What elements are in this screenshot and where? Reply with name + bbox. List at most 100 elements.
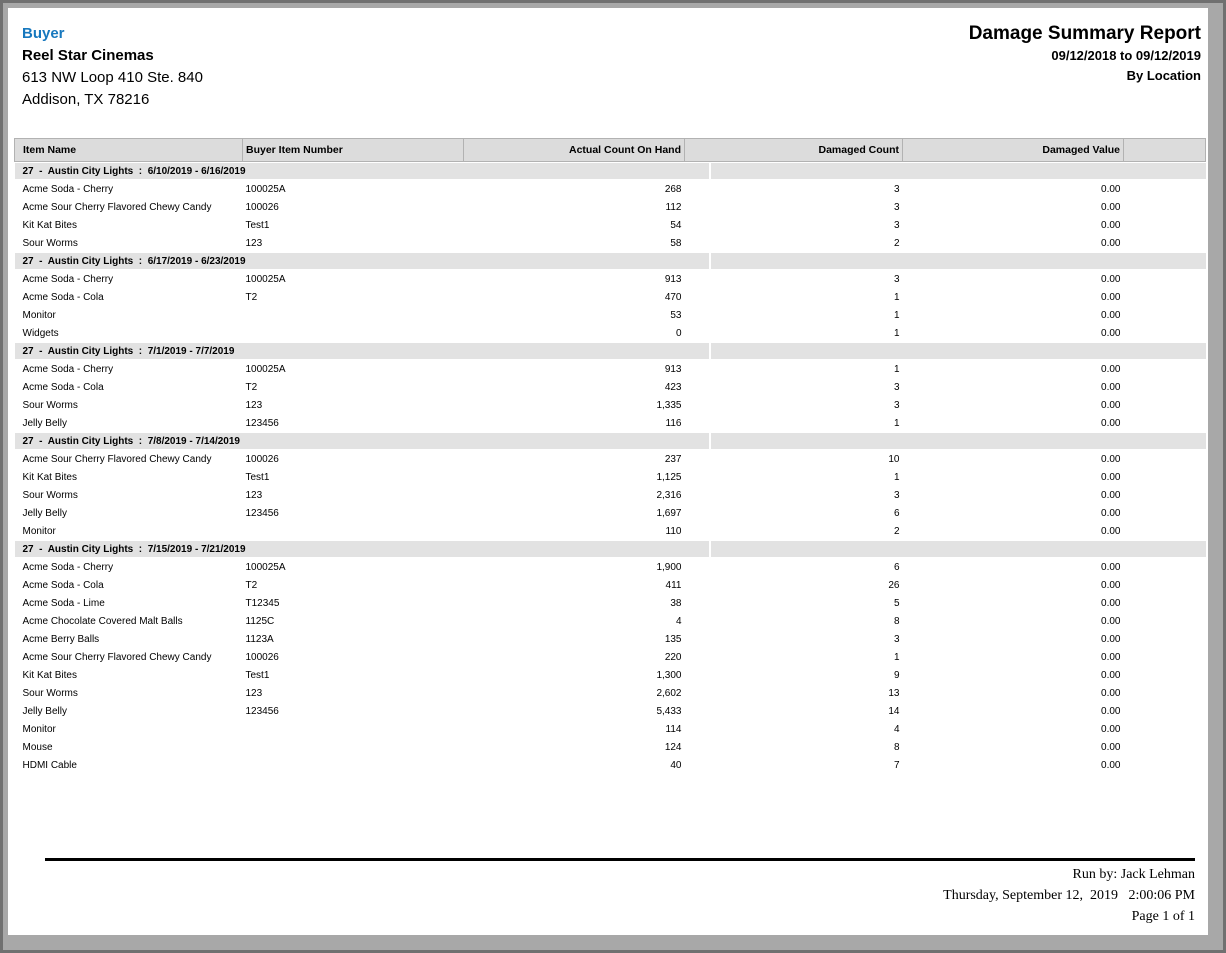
- footer-page-number: Page 1 of 1: [1131, 909, 1195, 924]
- cell-damaged-count: 3: [893, 399, 900, 411]
- cell-actual-count: 5,433: [656, 705, 682, 717]
- cell-item-name: Sour Worms: [22, 399, 78, 411]
- table-row: Monitor 53 1 0.00: [15, 306, 1206, 324]
- table-row: Acme Sour Cherry Flavored Chewy Candy 100…: [15, 648, 1206, 666]
- group-header-row: 27 - Austin City Lights : 6/10/2019 - 6/…: [14, 162, 1206, 181]
- cell-damaged-value: 0.00: [1101, 561, 1121, 573]
- cell-actual-count: 116: [665, 417, 682, 429]
- cell-damaged-value: 0.00: [1101, 489, 1121, 501]
- address-line-2: Addison, TX 78216: [22, 91, 150, 108]
- table-row: HDMI Cable 40 7 0.00: [15, 756, 1206, 774]
- cell-item-name: Acme Soda - Cherry: [22, 363, 114, 375]
- cell-actual-count: 1,697: [656, 507, 682, 519]
- cell-actual-count: 53: [670, 309, 682, 321]
- col-header-damaged-count: Damaged Count: [684, 138, 903, 162]
- table-row: Acme Soda - Cola T2 411 26 0.00: [15, 576, 1206, 594]
- cell-item-name: Acme Soda - Cherry: [22, 273, 114, 285]
- cell-item-name: Sour Worms: [22, 237, 78, 249]
- cell-spacer: [1124, 630, 1206, 648]
- cell-buyer-item-number: [243, 324, 464, 342]
- cell-actual-count: 423: [664, 381, 682, 393]
- group-header-band-right: [710, 253, 1206, 269]
- cell-item-name: Monitor: [22, 723, 56, 735]
- cell-buyer-item-number: 100025A: [245, 273, 286, 285]
- cell-damaged-value: 0.00: [1101, 633, 1121, 645]
- table-row: Kit Kat Bites Test1 1,125 1 0.00: [15, 468, 1206, 486]
- group-header-band: 27 - Austin City Lights : 7/1/2019 - 7/7…: [14, 343, 1206, 359]
- cell-spacer: [1124, 684, 1206, 702]
- cell-damaged-value: 0.00: [1101, 507, 1121, 519]
- cell-damaged-value: 0.00: [1101, 399, 1121, 411]
- cell-buyer-item-number: [243, 738, 464, 756]
- cell-item-name: Kit Kat Bites: [22, 219, 77, 231]
- col-header-damaged-value: Damaged Value: [902, 138, 1124, 162]
- cell-spacer: [1124, 396, 1206, 414]
- footer-block: Run by: Jack Lehman Thursday, September …: [943, 864, 1195, 927]
- cell-item-name: Jelly Belly: [22, 507, 67, 519]
- cell-buyer-item-number: 123456: [245, 417, 279, 429]
- cell-buyer-item-number: [243, 522, 464, 540]
- address-line-1: 613 NW Loop 410 Ste. 840: [22, 69, 203, 86]
- table-row: Kit Kat Bites Test1 54 3 0.00: [15, 216, 1206, 234]
- cell-damaged-count: 1: [893, 309, 900, 321]
- cell-item-name: HDMI Cable: [22, 759, 77, 771]
- cell-item-name: Acme Sour Cherry Flavored Chewy Candy: [22, 453, 212, 465]
- cell-damaged-value: 0.00: [1101, 291, 1121, 303]
- col-header-spacer: [1123, 138, 1206, 162]
- cell-damaged-value: 0.00: [1101, 741, 1121, 753]
- cell-item-name: Mouse: [22, 741, 53, 753]
- cell-buyer-item-number: 123: [245, 237, 263, 249]
- group-header-band-right: [710, 343, 1206, 359]
- cell-spacer: [1124, 378, 1206, 396]
- table-header-row: Item Name Buyer Item Number Actual Count…: [14, 138, 1206, 162]
- footer-run-by: Run by: Jack Lehman: [1072, 867, 1195, 882]
- cell-actual-count: 110: [665, 525, 682, 537]
- report-page: Buyer Reel Star Cinemas 613 NW Loop 410 …: [8, 8, 1208, 935]
- table-row: Jelly Belly 123456 1,697 6 0.00: [15, 504, 1206, 522]
- table-row: Acme Soda - Cola T2 470 1 0.00: [15, 288, 1206, 306]
- cell-spacer: [1124, 576, 1206, 594]
- cell-damaged-count: 13: [888, 687, 900, 699]
- cell-actual-count: 58: [670, 237, 682, 249]
- group-header-label: 27 - Austin City Lights : 7/15/2019 - 7/…: [22, 543, 246, 555]
- cell-damaged-count: 3: [893, 183, 900, 195]
- buyer-address-block: Buyer Reel Star Cinemas 613 NW Loop 410 …: [22, 23, 203, 111]
- cell-actual-count: 1,335: [656, 399, 682, 411]
- cell-actual-count: 0: [675, 327, 682, 339]
- cell-damaged-count: 6: [893, 561, 900, 573]
- cell-spacer: [1124, 306, 1206, 324]
- cell-actual-count: 112: [665, 201, 682, 213]
- cell-spacer: [1124, 720, 1206, 738]
- cell-buyer-item-number: T2: [245, 579, 258, 591]
- report-grouping: By Location: [1126, 68, 1201, 83]
- table-row: Acme Sour Cherry Flavored Chewy Candy 100…: [15, 450, 1206, 468]
- cell-buyer-item-number: [243, 756, 464, 774]
- cell-damaged-count: 3: [893, 489, 900, 501]
- cell-damaged-count: 2: [893, 525, 900, 537]
- cell-damaged-count: 4: [893, 723, 900, 735]
- table-row: Acme Soda - Lime T12345 38 5 0.00: [15, 594, 1206, 612]
- table-row: Acme Soda - Cherry 100025A 913 1 0.00: [15, 360, 1206, 378]
- cell-buyer-item-number: [243, 720, 464, 738]
- buyer-label: Buyer: [22, 25, 65, 42]
- cell-item-name: Jelly Belly: [22, 417, 67, 429]
- cell-item-name: Jelly Belly: [22, 705, 67, 717]
- cell-buyer-item-number: 100026: [245, 453, 279, 465]
- cell-actual-count: 268: [664, 183, 682, 195]
- cell-damaged-count: 1: [893, 291, 900, 303]
- cell-spacer: [1124, 288, 1206, 306]
- cell-damaged-count: 3: [893, 201, 900, 213]
- cell-actual-count: 470: [664, 291, 682, 303]
- cell-spacer: [1124, 234, 1206, 252]
- footer-divider: [45, 858, 1195, 861]
- cell-spacer: [1124, 702, 1206, 720]
- cell-damaged-value: 0.00: [1101, 273, 1121, 285]
- cell-spacer: [1124, 504, 1206, 522]
- group-header-row: 27 - Austin City Lights : 7/15/2019 - 7/…: [14, 540, 1206, 558]
- cell-damaged-count: 3: [893, 219, 900, 231]
- cell-damaged-count: 8: [893, 741, 900, 753]
- report-title-block: Damage Summary Report 09/12/2018 to 09/1…: [969, 21, 1201, 86]
- cell-item-name: Sour Worms: [22, 687, 78, 699]
- group-header-row: 27 - Austin City Lights : 6/17/2019 - 6/…: [14, 252, 1206, 270]
- cell-spacer: [1124, 324, 1206, 342]
